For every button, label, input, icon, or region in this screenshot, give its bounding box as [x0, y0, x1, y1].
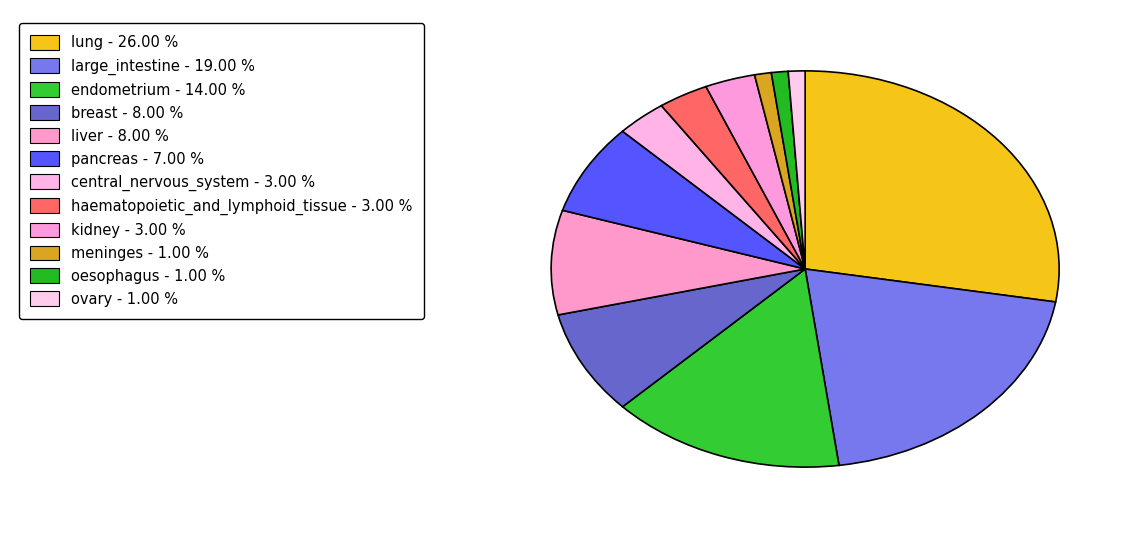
Wedge shape: [788, 71, 805, 269]
Wedge shape: [754, 73, 805, 269]
Wedge shape: [805, 71, 1059, 302]
Wedge shape: [551, 210, 805, 315]
Wedge shape: [623, 269, 839, 467]
Wedge shape: [771, 72, 805, 269]
Wedge shape: [805, 269, 1056, 465]
Wedge shape: [706, 75, 805, 269]
Wedge shape: [562, 131, 805, 269]
Legend: lung - 26.00 %, large_intestine - 19.00 %, endometrium - 14.00 %, breast - 8.00 : lung - 26.00 %, large_intestine - 19.00 …: [18, 24, 424, 318]
Wedge shape: [558, 269, 805, 407]
Wedge shape: [623, 105, 805, 269]
Wedge shape: [661, 87, 805, 269]
